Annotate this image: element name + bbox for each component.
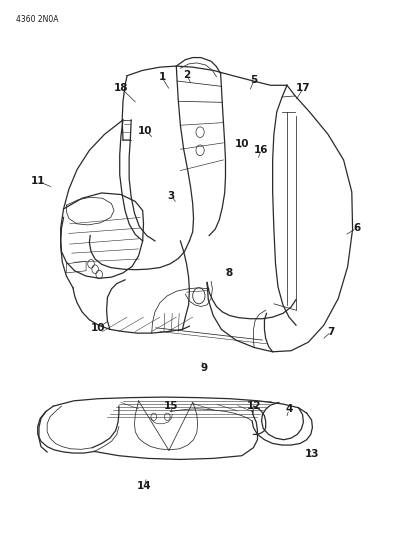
Text: 13: 13 <box>304 449 319 459</box>
Text: 17: 17 <box>295 83 310 93</box>
Text: 4: 4 <box>285 405 292 414</box>
Text: 14: 14 <box>137 481 151 491</box>
Text: 10: 10 <box>138 126 153 135</box>
Text: 2: 2 <box>182 70 190 79</box>
Text: 6: 6 <box>352 223 360 233</box>
Text: 11: 11 <box>30 176 45 186</box>
Text: 16: 16 <box>253 146 268 155</box>
Text: 7: 7 <box>327 327 334 336</box>
Text: 18: 18 <box>113 83 128 93</box>
Text: 8: 8 <box>225 268 232 278</box>
Text: 1: 1 <box>158 72 165 82</box>
Text: 12: 12 <box>246 401 261 411</box>
Text: 4360 2N0A: 4360 2N0A <box>16 15 59 24</box>
Text: 5: 5 <box>250 75 257 85</box>
Text: 10: 10 <box>91 323 106 333</box>
Text: 10: 10 <box>234 139 249 149</box>
Text: 9: 9 <box>200 363 207 373</box>
Text: 3: 3 <box>167 191 175 201</box>
Text: 15: 15 <box>164 401 178 411</box>
